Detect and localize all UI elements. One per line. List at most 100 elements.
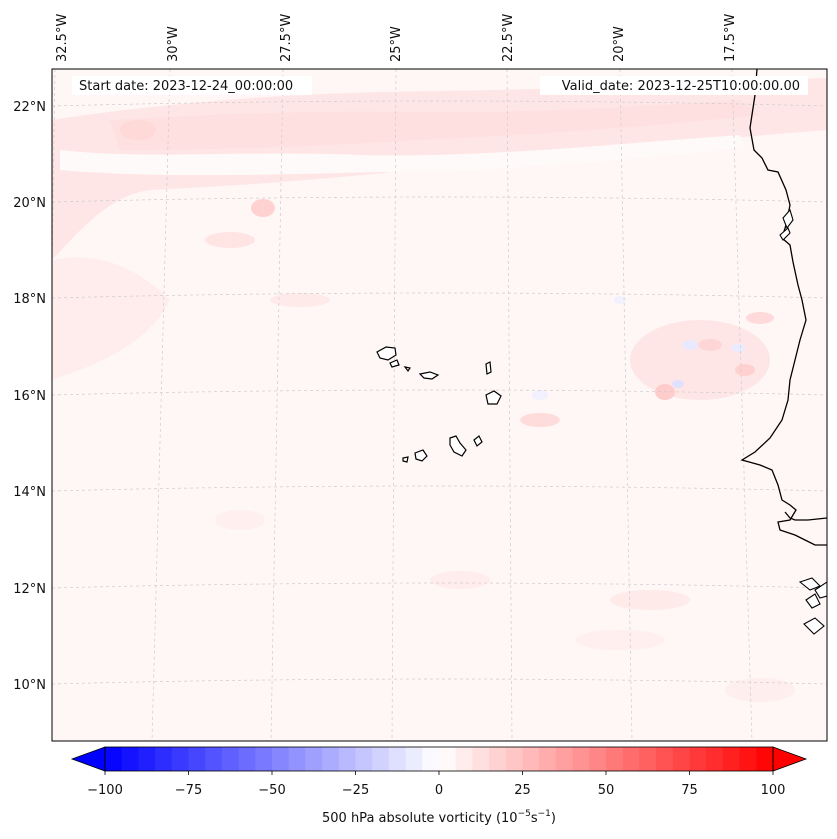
coast-island <box>798 577 821 591</box>
colorbar: −100 −75 −50 −25 0 25 50 75 100 500 hPa … <box>70 746 808 826</box>
meridian-gridline <box>619 69 633 741</box>
colorbar-cell <box>455 747 473 771</box>
colorbar-cell <box>722 747 740 771</box>
parallel-gridline <box>52 582 827 589</box>
longitude-label: 30°W <box>166 26 181 62</box>
colorbar-tick-label: 50 <box>598 783 615 798</box>
colorbar-tick-label: −50 <box>258 783 285 798</box>
latitude-label: 18°N <box>13 292 46 307</box>
colorbar-cell <box>672 747 690 771</box>
parallel-gridline <box>52 100 827 107</box>
header-valid-box <box>540 76 808 95</box>
colorbar-tick-label: 75 <box>681 783 698 798</box>
colorbar-cell <box>338 747 356 771</box>
colorbar-cell <box>522 747 540 771</box>
vorticity-patch-east <box>698 339 722 351</box>
colorbar-cells <box>70 746 808 772</box>
vorticity-patch <box>120 120 156 140</box>
longitude-label: 27.5°W <box>279 14 294 62</box>
colorbar-cell <box>121 747 139 771</box>
island-santo-antao <box>376 346 397 361</box>
colorbar-cell <box>589 747 607 771</box>
vorticity-patch <box>430 571 490 589</box>
colorbar-cell <box>739 747 757 771</box>
colorbar-cell <box>255 747 273 771</box>
parallel-gridline <box>52 389 827 396</box>
latitude-label: 20°N <box>13 196 46 211</box>
colorbar-tick-label: 25 <box>514 783 531 798</box>
colorbar-tick-label: −100 <box>87 783 123 798</box>
colorbar-cell <box>188 747 206 771</box>
colorbar-cell <box>689 747 707 771</box>
vorticity-patch <box>270 293 330 307</box>
colorbar-cell <box>622 747 640 771</box>
meridian-gridline <box>506 69 513 741</box>
colorbar-max-extension <box>772 746 808 772</box>
colorbar-label-unit-exp: −1 <box>538 809 551 819</box>
colorbar-label: 500 hPa absolute vorticity (10−5s−1) <box>322 809 556 826</box>
map-panel <box>52 69 827 741</box>
graticule <box>52 69 827 741</box>
island-boa-vista <box>485 390 502 405</box>
negative-vorticity-patch <box>672 380 684 388</box>
colorbar-tick-label: −25 <box>342 783 369 798</box>
vorticity-patch <box>610 590 690 610</box>
colorbar-tick-label: 0 <box>435 783 443 798</box>
island-brava <box>402 456 409 463</box>
start-date-label: Start date: 2023-12-24_00:00:00 <box>79 79 293 94</box>
colorbar-cell <box>305 747 323 771</box>
colorbar-cell <box>439 747 457 771</box>
colorbar-cell <box>405 747 423 771</box>
negative-vorticity-patch <box>682 340 698 350</box>
vorticity-patch-east <box>735 364 755 376</box>
colorbar-cell <box>171 747 189 771</box>
vorticity-maximum-west <box>251 199 275 217</box>
colorbar-cell <box>555 747 573 771</box>
meridian-gridline <box>391 69 397 741</box>
colorbar-cell <box>105 747 123 771</box>
colorbar-label-exp: −5 <box>518 809 531 819</box>
longitude-label: 20°W <box>612 26 627 62</box>
colorbar-cell <box>639 747 657 771</box>
colorbar-cell <box>355 747 373 771</box>
latitude-label: 14°N <box>13 485 46 500</box>
vorticity-patch <box>205 232 255 248</box>
parallel-gridline <box>52 196 827 203</box>
meridian-gridline <box>731 69 753 741</box>
colorbar-cell <box>221 747 239 771</box>
colorbar-min-extension <box>70 746 106 772</box>
colorbar-ticks <box>104 771 774 775</box>
vorticity-white-streak <box>60 135 745 176</box>
meridian-gridline <box>270 69 284 741</box>
colorbar-cell <box>756 747 774 771</box>
colorbar-cell <box>472 747 490 771</box>
longitude-labels: 32.5°W 30°W 27.5°W 25°W 22.5°W 20°W 17.5… <box>55 14 738 62</box>
colorbar-cell <box>205 747 223 771</box>
vorticity-patch-east <box>746 312 774 324</box>
parallel-gridline <box>52 485 827 492</box>
colorbar-tick-label: 100 <box>761 783 786 798</box>
vorticity-patch <box>725 678 795 702</box>
cape-verde-islands <box>376 346 502 463</box>
longitude-label: 17.5°W <box>723 14 738 62</box>
latitude-label: 16°N <box>13 389 46 404</box>
coast-island <box>814 581 827 599</box>
latitude-label: 10°N <box>13 678 46 693</box>
colorbar-cell <box>388 747 406 771</box>
island-fogo <box>414 449 428 462</box>
island-santa-luzia <box>403 366 411 373</box>
map-frame <box>51 68 828 742</box>
colorbar-label-close: ) <box>551 811 556 826</box>
latitude-label: 22°N <box>13 100 46 115</box>
vorticity-patch <box>215 510 265 530</box>
colorbar-cell <box>288 747 306 771</box>
vorticity-band-north-core <box>110 100 760 150</box>
west-africa-coastline <box>740 69 827 546</box>
west-africa-coastline <box>784 511 827 521</box>
colorbar-cell <box>238 747 256 771</box>
colorbar-tick-labels: −100 −75 −50 −25 0 25 50 75 100 <box>87 783 785 798</box>
island-santiago <box>449 435 467 457</box>
colorbar-cell <box>505 747 523 771</box>
coast-island <box>779 227 791 241</box>
colorbar-tick-label: −75 <box>175 783 202 798</box>
